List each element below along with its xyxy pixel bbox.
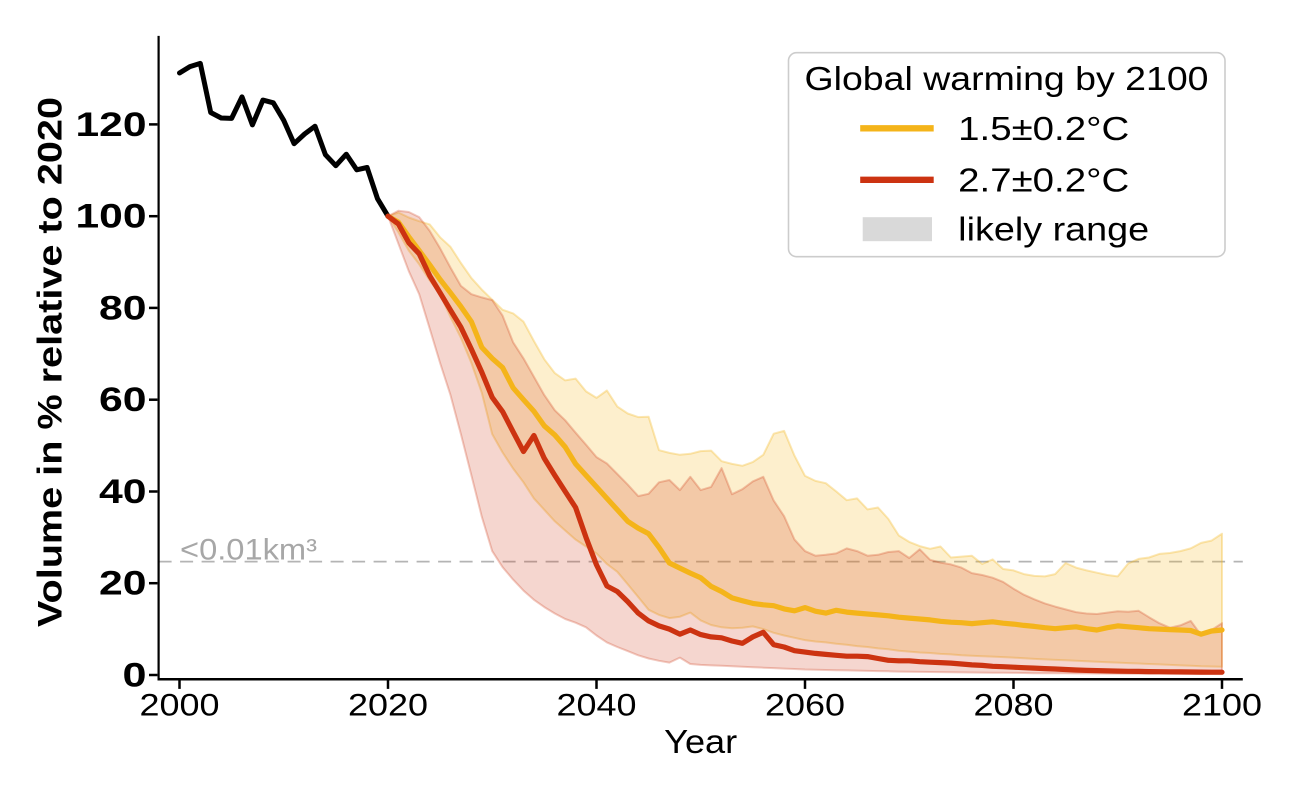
svg-text:20: 20 xyxy=(99,565,147,603)
svg-text:2040: 2040 xyxy=(557,687,637,723)
svg-text:100: 100 xyxy=(76,198,147,236)
svg-text:80: 80 xyxy=(99,289,147,327)
svg-text:2100: 2100 xyxy=(1182,687,1262,723)
svg-text:Year: Year xyxy=(664,723,737,760)
svg-text:40: 40 xyxy=(99,473,147,511)
svg-text:120: 120 xyxy=(76,106,147,144)
svg-text:2000: 2000 xyxy=(140,687,220,723)
svg-text:0: 0 xyxy=(123,657,147,695)
svg-text:2020: 2020 xyxy=(348,687,428,723)
svg-text:likely range: likely range xyxy=(958,211,1149,248)
svg-text:2060: 2060 xyxy=(765,687,845,723)
svg-text:2.7±0.2°C: 2.7±0.2°C xyxy=(958,161,1129,198)
svg-text:Volume in % relative to 2020: Volume in % relative to 2020 xyxy=(32,97,70,627)
svg-text:2080: 2080 xyxy=(974,687,1054,723)
svg-text:60: 60 xyxy=(99,381,147,419)
svg-text:<0.01km³: <0.01km³ xyxy=(180,534,317,567)
svg-text:1.5±0.2°C: 1.5±0.2°C xyxy=(958,110,1129,147)
svg-text:Global warming by 2100: Global warming by 2100 xyxy=(805,60,1209,97)
